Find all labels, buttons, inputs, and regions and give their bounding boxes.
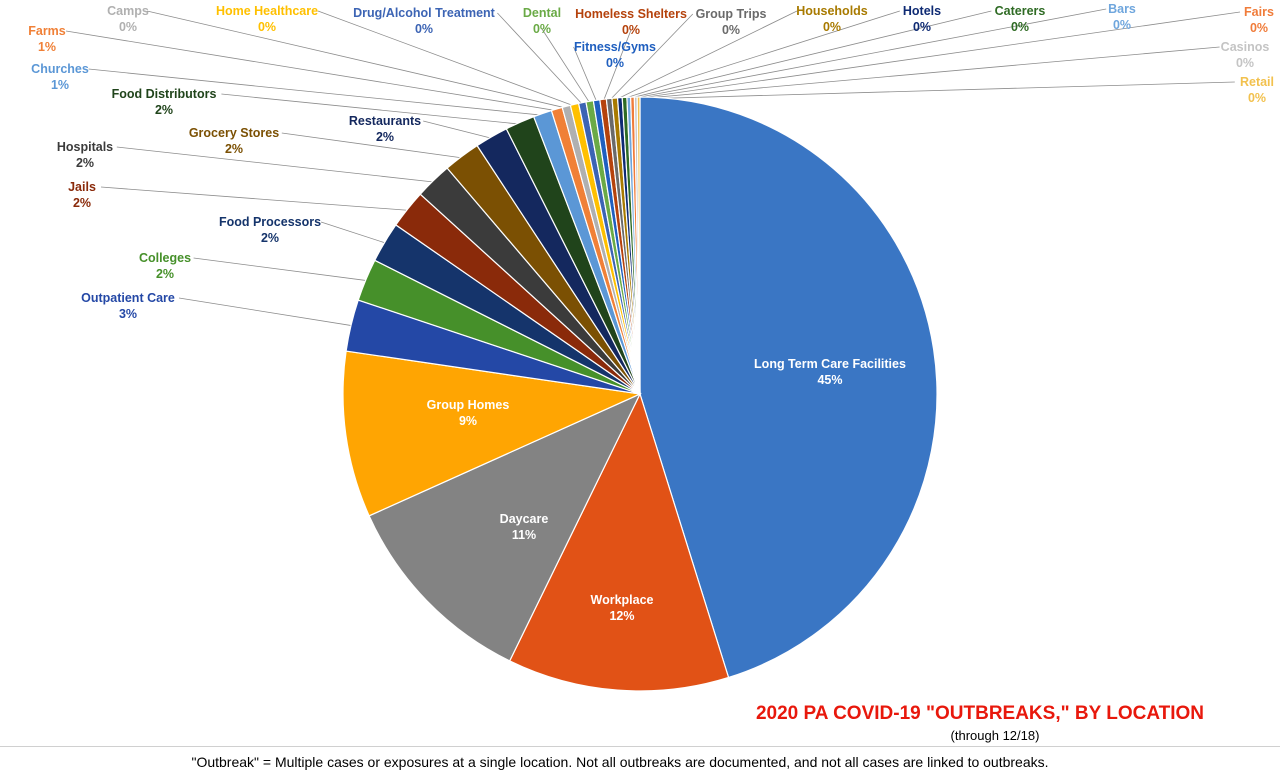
slice-label-churches: Churches [31,62,89,76]
leader-line-food-processors [320,221,387,244]
slice-label-group-trips: Group Trips [696,7,767,21]
slice-label-retail: Retail [1240,75,1274,89]
leader-line-caterers [624,10,992,100]
slice-label-food-distributors: Food Distributors [112,87,217,101]
slice-value-casinos: 0% [1236,56,1254,70]
leader-line-households [614,10,798,101]
leader-line-retail [638,81,1235,100]
slice-labels: Long Term Care Facilities 45% Workplace 12%… [28,2,1274,623]
slice-value-outpatient-care: 3% [119,307,137,321]
footer-divider [0,746,1280,747]
slice-value-retail: 0% [1248,91,1266,105]
leader-lines [65,8,1241,327]
leader-line-jails [100,186,410,211]
slice-label-fairs: Fairs [1244,5,1274,19]
slice-value-group-homes: 9% [459,414,477,428]
leader-line-hotels [619,10,900,101]
slice-label-food-processors: Food Processors [219,215,321,229]
slice-value-food-processors: 2% [261,231,279,245]
slice-value-hotels: 0% [913,20,931,34]
footer-note: "Outbreak" = Multiple cases or exposures… [191,754,1049,770]
slice-value-food-distributors: 2% [155,103,173,117]
pie-slice-daycare [368,392,642,662]
slice-value-colleges: 2% [156,267,174,281]
slice-value-caterers: 0% [1011,20,1029,34]
slice-value-restaurants: 2% [376,130,394,144]
leader-line-dental [541,28,591,104]
slice-label-group-homes: Group Homes [427,398,510,412]
slice-value-group-trips: 0% [722,23,740,37]
slice-label-daycare: Daycare [500,512,549,526]
slice-label-restaurants: Restaurants [349,114,421,128]
slice-label-outpatient-care: Outpatient Care [81,291,175,305]
chart-subtitle: (through 12/18) [950,728,1040,743]
slice-label-households: Households [796,4,868,18]
slice-label-bars: Bars [1108,2,1136,16]
pie-slice-retail [636,96,641,395]
leader-line-hospitals [116,146,435,183]
slice-label-long-term-care-facilities: Long Term Care Facilities [754,357,906,371]
pie-slice-long-term-care-facilities [639,96,938,679]
slice-value-households: 0% [823,20,841,34]
slice-value-home-healthcare: 0% [258,20,276,34]
leader-line-group-trips [609,13,694,101]
slice-value-workplace: 12% [609,609,634,623]
slice-label-jails: Jails [68,180,96,194]
leader-line-home-healthcare [317,10,576,107]
slice-label-grocery-stores: Grocery Stores [189,126,279,140]
leader-line-restaurants [423,120,493,139]
slice-value-homeless-shelters: 0% [622,23,640,37]
leader-line-colleges [193,257,368,282]
leader-line-drug-alcohol-treatment [497,12,583,105]
slice-label-homeless-shelters: Homeless Shelters [575,7,687,21]
slice-label-camps: Camps [107,4,149,18]
slice-value-drug-alcohol-treatment: 0% [415,22,433,36]
leader-line-bars [628,8,1107,100]
slice-label-colleges: Colleges [139,251,191,265]
slice-label-fitness-gyms: Fitness/Gyms [574,40,656,54]
leader-line-food-distributors [221,93,521,125]
slice-value-camps: 0% [119,20,137,34]
leader-line-outpatient-care [178,297,354,327]
slice-label-hotels: Hotels [903,4,941,18]
slice-value-churches: 1% [51,78,69,92]
slice-value-fitness-gyms: 0% [606,56,624,70]
slice-label-farms: Farms [28,24,66,38]
slice-value-long-term-care-facilities: 45% [817,373,842,387]
slice-value-daycare: 11% [512,528,536,542]
slice-value-fairs: 0% [1250,21,1268,35]
leader-line-grocery-stores [281,132,464,159]
slice-label-casinos: Casinos [1221,40,1270,54]
slice-label-drug-alcohol-treatment: Drug/Alcohol Treatment [353,6,496,20]
leader-line-casinos [635,46,1220,100]
slice-value-hospitals: 2% [76,156,94,170]
slice-label-caterers: Caterers [995,4,1046,18]
slice-label-workplace: Workplace [591,593,654,607]
leader-line-fairs [632,11,1241,100]
slice-label-dental: Dental [523,6,561,20]
leader-line-churches [88,68,544,116]
leader-line-fitness-gyms [573,46,598,103]
slice-label-hospitals: Hospitals [57,140,113,154]
leader-line-camps [146,10,567,109]
leader-line-homeless-shelters [602,29,632,102]
pie-slice-group-homes [342,350,643,517]
slice-value-grocery-stores: 2% [225,142,243,156]
chart-title: 2020 PA COVID-19 "OUTBREAKS," BY LOCATIO… [755,703,1205,724]
slice-label-home-healthcare: Home Healthcare [216,4,318,18]
leader-line-farms [65,30,558,112]
pie-slices [342,96,938,692]
slice-value-bars: 0% [1113,18,1131,32]
slice-value-farms: 1% [38,40,56,54]
pie-slice-workplace [508,392,730,692]
slice-value-dental: 0% [533,22,551,36]
slice-value-jails: 2% [73,196,91,210]
